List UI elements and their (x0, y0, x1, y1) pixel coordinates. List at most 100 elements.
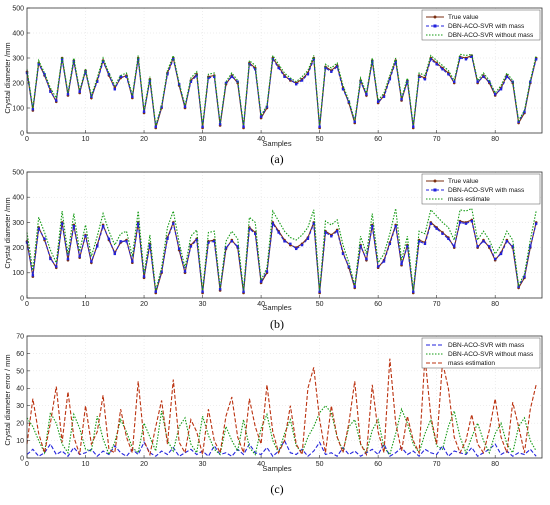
panel-b-point (400, 262, 403, 266)
panel-a-point (84, 70, 87, 73)
caption-c: (c) (270, 482, 283, 496)
panel-b-point (330, 235, 333, 238)
panel-b-point (224, 246, 228, 249)
panel-b-point (183, 270, 187, 273)
panel-b-x-tick-label: 40 (257, 301, 265, 308)
panel-b-point (441, 232, 444, 235)
panel-c-x-tick-label: 20 (140, 461, 148, 468)
panel-c-series-line-0 (26, 439, 537, 458)
panel-a-series-line-2 (26, 53, 537, 126)
panel-a-point (371, 60, 374, 63)
panel-a-x-tick-label: 30 (199, 136, 207, 143)
panel-a-axes-frame (26, 7, 543, 134)
panel-b-point (335, 230, 339, 233)
panel-b-x-tick-label: 60 (374, 301, 382, 308)
panel-b-point (31, 274, 35, 277)
panel-b-x-tick-label: 30 (199, 301, 207, 308)
panel-a-series-line-1 (26, 55, 537, 127)
panel-b-point (482, 240, 485, 243)
panel-a-point (218, 123, 222, 126)
panel-c-y-tick-label: 10 (16, 438, 24, 445)
panel-b-point (49, 257, 52, 261)
panel-c-x-tick-label: 30 (199, 461, 207, 468)
panel-a-point (177, 83, 181, 86)
panel-b-point (248, 227, 251, 230)
panel-b-point (295, 247, 298, 251)
panel-b-x-tick-label: 80 (491, 301, 499, 308)
panel-b-point (96, 245, 99, 248)
panel-b-point (341, 252, 345, 256)
panel-a-point (435, 63, 438, 66)
panel-b-point (412, 290, 415, 293)
panel-b: Crystal diameter /mm Samples 0 10 20 30 40 50… (3, 169, 543, 312)
panel-c-x-tick-label: 60 (374, 461, 382, 468)
panel-a-point (458, 56, 462, 60)
panel-b-point (529, 245, 532, 248)
panel-b-ylabel: Crystal diameter /mm (3, 197, 12, 268)
panel-b-point (90, 260, 93, 263)
panel-a-point (318, 125, 321, 128)
panel-a-x-tick-label: 60 (374, 136, 382, 143)
panel-b-legend-marker (433, 188, 437, 192)
panel-a-point (183, 105, 187, 108)
panel-a-point (335, 65, 339, 68)
panel-a-point (394, 60, 397, 63)
panel-a-point (429, 58, 433, 61)
panel-b-point (101, 224, 105, 228)
panel-c-xlabel: Samples (262, 464, 291, 473)
panel-a-point (277, 66, 280, 70)
panel-b-point (242, 290, 245, 293)
panel-b-x-tick-label: 50 (316, 301, 324, 308)
panel-b-point (523, 275, 526, 278)
panel-a-point (259, 115, 263, 118)
panel-c-x-tick-label: 0 (25, 461, 29, 468)
panel-b-point (207, 241, 210, 244)
panel-a-x-tick-label: 20 (140, 136, 148, 143)
panel-a-y-tick-label: 0 (20, 130, 24, 137)
panel-c-x-tick-label: 80 (491, 461, 499, 468)
panel-b-point (78, 255, 81, 258)
panel-a-x-tick-label: 0 (25, 136, 29, 143)
panel-a-point (265, 105, 269, 108)
panel-a-point (189, 80, 193, 83)
panel-a-point (306, 73, 310, 76)
panel-a-point (453, 80, 456, 83)
panel-c-x-tick-label: 70 (433, 461, 441, 468)
panel-a-point (423, 78, 427, 81)
panel-a-y-tick-label: 500 (12, 5, 24, 12)
panel-a-point (388, 78, 392, 81)
panel-a-point (412, 125, 415, 128)
panel-b-point (464, 222, 468, 225)
panel-b-point (505, 240, 509, 243)
panel-b-point (142, 275, 146, 278)
panel-b-point (154, 290, 157, 293)
panel-a-point (376, 100, 380, 103)
panel-b-point (300, 243, 304, 247)
panel-b-point (131, 260, 134, 263)
panel-b-point (417, 240, 421, 243)
panel-b-point (177, 247, 181, 251)
panel-c-ylabel: Crystal diameter error / mm (3, 354, 12, 445)
panel-a-point (517, 120, 520, 123)
panel-b-point (55, 265, 58, 268)
panel-b-y-tick-label: 200 (12, 245, 24, 252)
panel-c: Crystal diameter error / mm Samples 0 10 2… (3, 333, 543, 473)
panel-b-point (365, 257, 368, 261)
panel-a-point (154, 125, 157, 128)
panel-a-point (464, 58, 468, 61)
panel-c-y-tick-label: 0 (20, 455, 24, 462)
panel-c-x-tick-label: 10 (82, 461, 90, 468)
panel-b-xlabel: Samples (262, 303, 291, 312)
panel-a-point (534, 58, 538, 61)
panel-a-point (125, 75, 128, 78)
panel-a-legend-marker (433, 24, 437, 28)
panel-b-point (388, 242, 392, 246)
panel-a-point (119, 75, 122, 78)
panel-b-point (107, 237, 111, 240)
panel-b-point (318, 290, 321, 293)
panel-b-point (254, 232, 257, 235)
panel-b-point (517, 285, 520, 288)
panel-a-y-tick-label: 400 (12, 30, 24, 37)
panel-a-point (493, 93, 497, 96)
